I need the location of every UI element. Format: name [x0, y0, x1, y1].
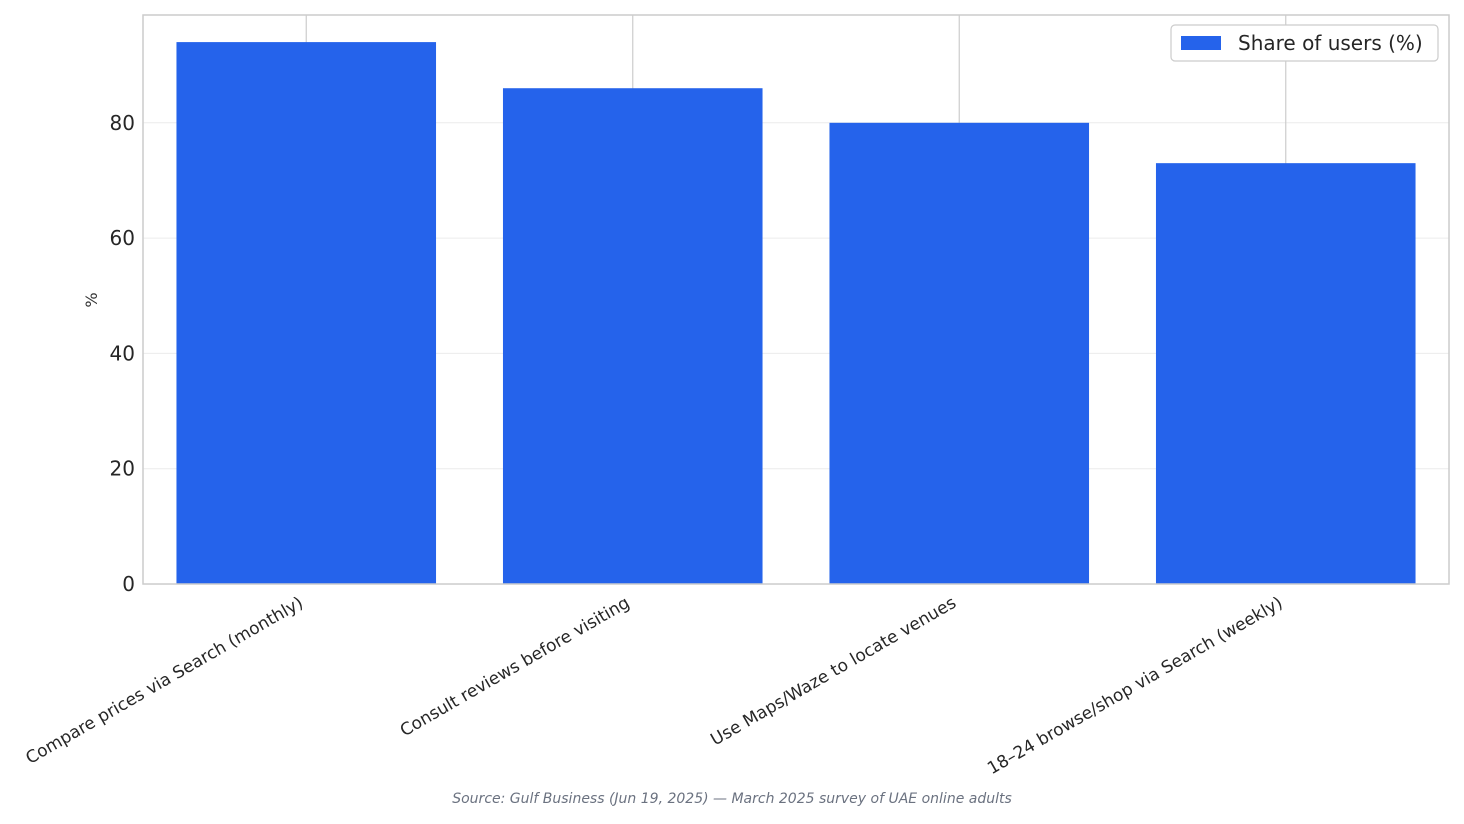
bar: [829, 122, 1090, 585]
y-tick-label: 0: [122, 572, 135, 596]
legend-swatch: [1181, 36, 1221, 50]
y-tick-label: 20: [110, 457, 135, 481]
bar: [1155, 163, 1416, 585]
source-note: Source: Gulf Business (Jun 19, 2025) — M…: [452, 791, 1012, 807]
bar: [176, 42, 437, 585]
y-axis-label: %: [82, 292, 101, 307]
bars: [176, 42, 1416, 585]
x-tick-label: Consult reviews before visiting: [397, 593, 633, 741]
x-tick-label: Use Maps/Waze to locate venues: [707, 593, 959, 750]
legend: Share of users (%): [1170, 24, 1439, 62]
legend-box: [1170, 24, 1439, 62]
plot-frame: [142, 14, 1450, 585]
y-tick-label: 80: [110, 111, 135, 135]
y-tick-label: 60: [110, 226, 135, 250]
y-axis-ticks: 0 20 40 60 80: [110, 111, 135, 596]
y-tick-label: 40: [110, 341, 135, 365]
legend-label: Share of users (%): [1238, 31, 1423, 55]
x-axis-ticks: Compare prices via Search (monthly) Consu…: [22, 593, 1286, 779]
x-tick-label: Compare prices via Search (monthly): [22, 593, 306, 769]
bar: [502, 88, 763, 585]
vertical-gridlines: [305, 15, 1287, 584]
x-tick-label: 18–24 browse/shop via Search (weekly): [984, 593, 1286, 779]
